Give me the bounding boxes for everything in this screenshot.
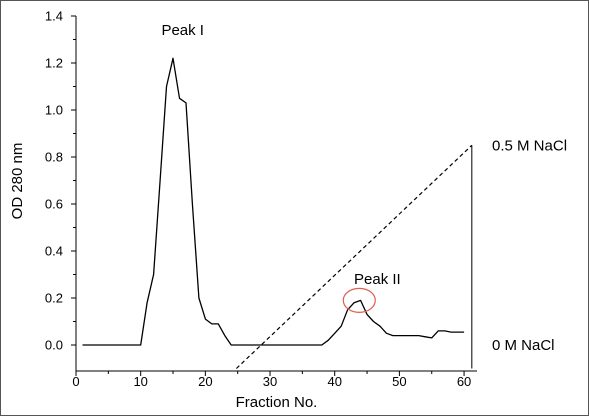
plot-area [82,57,473,369]
x-tick-label: 0 [72,374,79,389]
absorbance-line [82,57,465,346]
labels: Fraction No. OD 280 nm 0.5 M NaCl 0 M NaCl P… [9,22,567,411]
y-tick-label: 1.0 [45,103,63,118]
y-axis-title: OD 280 nm [9,143,26,220]
peak-highlight-ellipse [342,287,376,313]
x-tick-label: 50 [392,374,406,389]
nacl-high-label: 0.5 M NaCl [492,137,567,154]
x-tick-label: 60 [457,374,471,389]
y-tick-label: 0.2 [45,291,63,306]
y-tick-label: 1.2 [45,56,63,71]
y-tick-label: 0.6 [45,197,63,212]
ticks: 0 10 20 30 40 50 60 0.0 0.2 0.4 0.6 0.8 1.0 1.2 1.4 [45,9,471,390]
y-tick-label: 1.4 [45,9,63,24]
nacl-low-label: 0 M NaCl [492,337,555,354]
peak-label-1: Peak I [161,22,204,39]
x-tick-label: 30 [263,374,277,389]
nacl-gradient-line [235,144,473,369]
x-tick-label: 40 [327,374,341,389]
x-axis-title: Fraction No. [236,394,318,411]
y-tick-label: 0.0 [45,338,63,353]
y-tick-label: 0.4 [45,244,63,259]
peak-label-2: Peak II [354,271,401,288]
x-tick-label: 20 [198,374,212,389]
axes [75,16,477,372]
y-tick-label: 0.8 [45,150,63,165]
x-tick-label: 10 [133,374,147,389]
